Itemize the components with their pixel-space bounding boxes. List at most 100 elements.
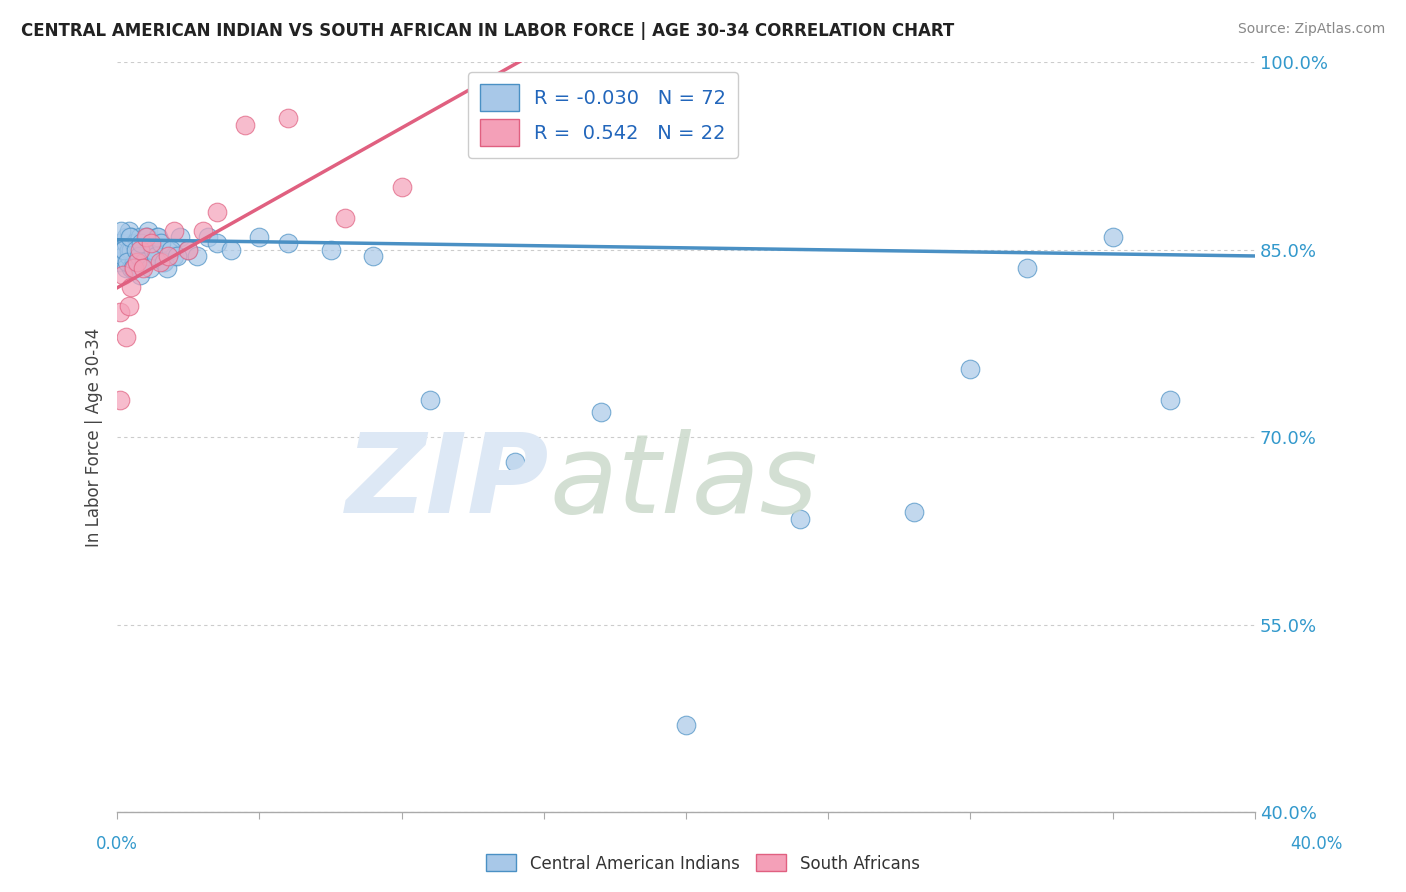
Point: [129, 230, 152, 244]
Point: [114, 261, 136, 276]
Point: [247, 230, 270, 244]
Point: [163, 249, 186, 263]
Point: [675, 718, 697, 732]
Point: [122, 236, 145, 251]
Point: [186, 249, 208, 263]
Point: [135, 249, 157, 263]
Point: [121, 261, 143, 276]
Point: [1159, 392, 1181, 407]
Point: [589, 405, 612, 419]
Point: [149, 236, 172, 251]
Point: [959, 361, 981, 376]
Text: atlas: atlas: [550, 429, 818, 536]
Text: Source: ZipAtlas.com: Source: ZipAtlas.com: [1237, 22, 1385, 37]
Point: [205, 205, 228, 219]
Text: 40.0%: 40.0%: [1291, 835, 1343, 853]
Point: [132, 255, 155, 269]
Point: [156, 261, 179, 276]
Point: [361, 249, 384, 263]
Point: [129, 243, 152, 257]
Point: [117, 249, 139, 263]
Point: [122, 261, 145, 276]
Point: [118, 230, 141, 244]
Point: [120, 230, 142, 244]
Point: [141, 249, 163, 263]
Point: [197, 230, 219, 244]
Point: [903, 505, 925, 519]
Point: [157, 243, 180, 257]
Point: [150, 236, 173, 251]
Point: [142, 243, 165, 257]
Point: [132, 243, 155, 257]
Point: [219, 243, 242, 257]
Point: [135, 230, 157, 244]
Point: [177, 243, 200, 257]
Point: [146, 230, 169, 244]
Point: [1101, 230, 1123, 244]
Point: [333, 211, 356, 226]
Point: [110, 224, 132, 238]
Point: [135, 236, 157, 251]
Point: [108, 392, 131, 407]
Point: [124, 243, 146, 257]
Point: [153, 255, 176, 269]
Point: [114, 230, 136, 244]
Point: [115, 255, 138, 269]
Point: [120, 243, 142, 257]
Point: [148, 230, 170, 244]
Point: [117, 224, 139, 238]
Point: [233, 118, 256, 132]
Text: ZIP: ZIP: [346, 429, 550, 536]
Point: [131, 236, 153, 251]
Point: [111, 268, 134, 282]
Y-axis label: In Labor Force | Age 30-34: In Labor Force | Age 30-34: [86, 327, 103, 547]
Point: [108, 255, 131, 269]
Point: [138, 224, 160, 238]
Point: [152, 255, 174, 269]
Point: [141, 236, 163, 251]
Point: [419, 392, 441, 407]
Point: [127, 236, 149, 251]
Point: [120, 261, 142, 276]
Point: [177, 243, 200, 257]
Point: [114, 330, 136, 344]
Point: [122, 255, 145, 269]
Point: [166, 249, 188, 263]
Point: [505, 455, 527, 469]
Point: [169, 230, 191, 244]
Point: [128, 249, 150, 263]
Point: [134, 255, 156, 269]
Point: [132, 261, 155, 276]
Legend: Central American Indians, South Africans: Central American Indians, South Africans: [479, 847, 927, 880]
Point: [145, 249, 167, 263]
Point: [149, 255, 172, 269]
Point: [160, 243, 183, 257]
Point: [319, 243, 342, 257]
Point: [277, 112, 299, 126]
Point: [138, 243, 160, 257]
Point: [135, 230, 157, 244]
Point: [191, 224, 214, 238]
Point: [157, 249, 180, 263]
Text: CENTRAL AMERICAN INDIAN VS SOUTH AFRICAN IN LABOR FORCE | AGE 30-34 CORRELATION : CENTRAL AMERICAN INDIAN VS SOUTH AFRICAN…: [21, 22, 955, 40]
Point: [136, 230, 159, 244]
Point: [391, 180, 413, 194]
Text: 0.0%: 0.0%: [96, 835, 138, 853]
Point: [108, 305, 131, 319]
Point: [117, 299, 139, 313]
Point: [111, 249, 134, 263]
Point: [139, 261, 162, 276]
Point: [789, 511, 811, 525]
Point: [163, 224, 186, 238]
Point: [108, 236, 131, 251]
Point: [1017, 261, 1039, 276]
Point: [143, 236, 166, 251]
Point: [120, 280, 142, 294]
Point: [112, 243, 135, 257]
Legend: R = -0.030   N = 72, R =  0.542   N = 22: R = -0.030 N = 72, R = 0.542 N = 22: [468, 72, 738, 158]
Point: [129, 268, 152, 282]
Point: [127, 255, 149, 269]
Point: [277, 236, 299, 251]
Point: [114, 236, 136, 251]
Point: [205, 236, 228, 251]
